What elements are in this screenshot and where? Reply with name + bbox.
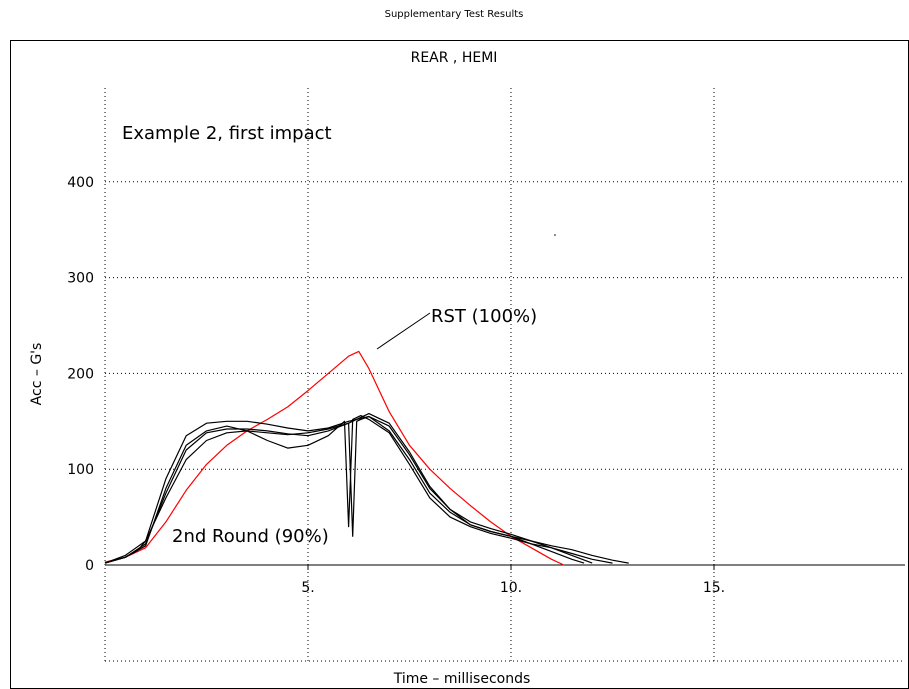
stray-mark — [554, 234, 556, 236]
y-tick-label: 400 — [67, 175, 94, 191]
x-tick-label: 10. — [500, 580, 522, 596]
x-tick-label: 5. — [301, 580, 314, 596]
y-axis-label: Acc – G's — [29, 343, 45, 406]
figure-title: Supplementary Test Results — [385, 9, 524, 20]
rst-leader-line — [376, 312, 431, 350]
x-tick-label: 15. — [703, 580, 725, 596]
x-axis-label: Time – milliseconds — [393, 671, 531, 687]
axes — [105, 234, 905, 570]
round2-label: 2nd Round (90%) — [172, 526, 329, 547]
series-line-round2-3 — [104, 415, 593, 564]
y-tick-label: 0 — [85, 558, 94, 574]
series-line-round2-2 — [104, 415, 613, 564]
series-line-rst — [104, 350, 565, 566]
series-lines — [104, 350, 629, 566]
grid — [104, 88, 905, 662]
y-tick-label: 300 — [67, 271, 94, 287]
chart-title: REAR , HEMI — [411, 50, 498, 66]
example-annotation: Example 2, first impact — [122, 123, 332, 144]
y-tick-label: 200 — [67, 366, 94, 382]
rst-label: RST (100%) — [431, 306, 537, 327]
y-tick-label: 100 — [67, 462, 94, 478]
tick-labels: 5. 10. 15. 0 100 200 300 400 — [67, 175, 725, 596]
series-line-round2-4 — [104, 413, 585, 564]
